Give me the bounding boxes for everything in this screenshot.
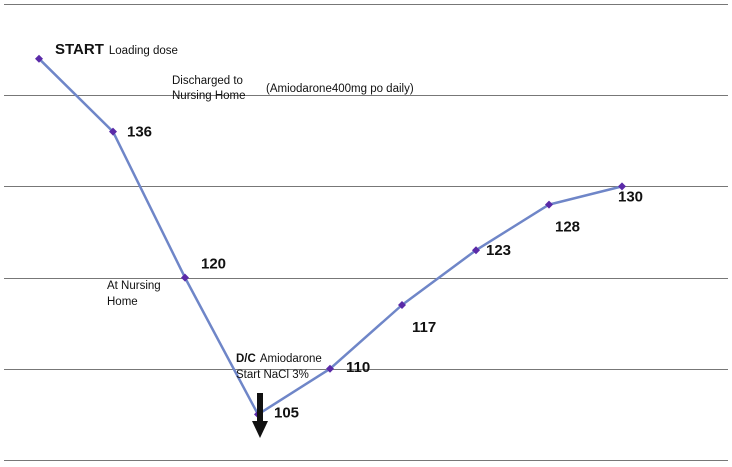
data-label: 130 (618, 188, 643, 205)
data-labels: 136 120 105 110 117 123 128 130 (127, 124, 643, 422)
data-label: 128 (555, 219, 580, 236)
data-point-marker (618, 182, 626, 191)
data-point-marker (35, 54, 43, 63)
nursing-home-annotation-line2: Home (107, 296, 138, 308)
data-point-marker (181, 273, 189, 282)
discharged-annotation-line1: Discharged to (172, 75, 243, 87)
data-label: 136 (127, 124, 152, 141)
data-label: 105 (274, 404, 299, 421)
data-label: 117 (412, 319, 436, 336)
amiodarone-dose-annotation: (Amiodarone400mg po daily) (266, 83, 414, 95)
discharged-annotation-line2: Nursing Home (172, 90, 246, 102)
data-label: 110 (346, 359, 370, 376)
data-markers (35, 54, 626, 419)
loading-dose-label: Loading dose (109, 45, 178, 57)
dc-label: D/C (236, 353, 256, 365)
series-polyline (38, 57, 623, 416)
down-arrow-icon (252, 393, 268, 438)
data-point-marker (109, 127, 117, 136)
data-label: 123 (486, 242, 511, 259)
start-annotation: START Loading dose (55, 41, 178, 58)
data-point-marker (398, 300, 406, 309)
amiodarone-label: Amiodarone (260, 353, 322, 365)
series-line (38, 57, 623, 416)
data-point-marker (545, 200, 553, 209)
gridlines (4, 4, 728, 461)
annotations: START Loading dose Discharged to Nursing … (55, 41, 414, 438)
data-label: 120 (201, 256, 226, 273)
start-label: START (55, 41, 104, 58)
start-nacl-annotation: Start NaCl 3% (236, 369, 309, 381)
data-point-marker (472, 246, 480, 255)
nursing-home-annotation-line1: At Nursing (107, 280, 161, 292)
data-point-marker (326, 364, 334, 373)
dc-amiodarone-annotation: D/C Amiodarone (236, 353, 322, 365)
